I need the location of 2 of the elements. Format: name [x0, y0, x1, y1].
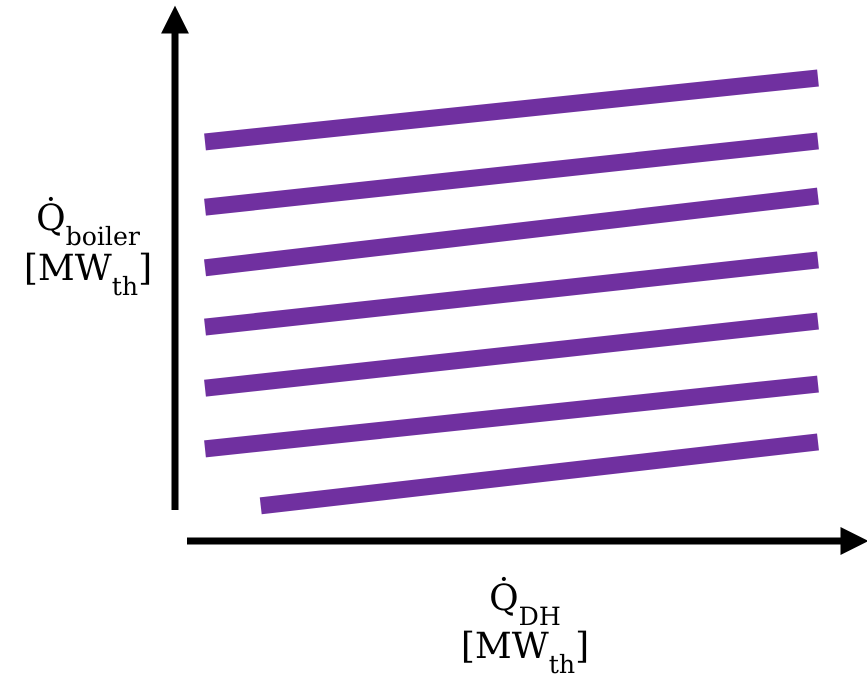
y-axis-title: Q̇$_{boiler}$ [MW$_{th}$]	[24, 196, 152, 300]
x-axis-title: Q̇$_{DH}$ [MW$_{th}$]	[460, 576, 590, 678]
